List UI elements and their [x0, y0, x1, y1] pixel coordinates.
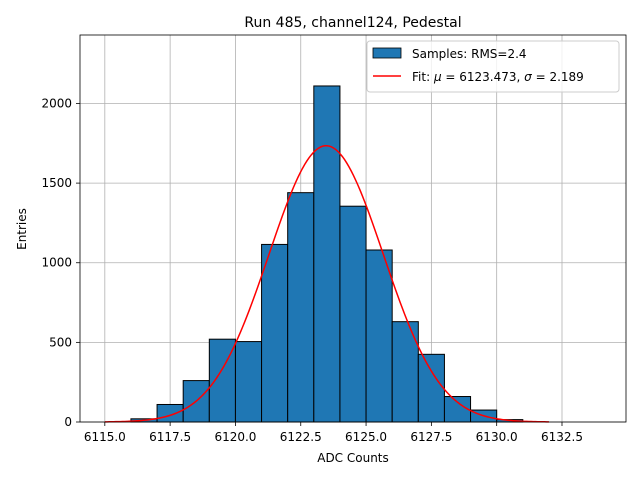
histogram-bar-8: [339, 205, 367, 423]
plot-area-frame: [79, 34, 627, 423]
x-tick-label-2: 6120.0: [214, 430, 256, 444]
legend-histogram-label: Samples: RMS=2.4: [412, 47, 527, 61]
axis-ticks: 6115.0 6117.5 6120.0 6122.5 6125.0 6127.5 6130…: [41, 96, 583, 444]
x-tick-label-0: 6115.0: [84, 430, 126, 444]
x-tick-label-3: 6122.5: [280, 430, 322, 444]
y-tick-label-4: 2000: [41, 96, 72, 110]
x-tick-label-6: 6130.0: [476, 430, 518, 444]
legend-histogram-swatch: [372, 47, 402, 59]
y-axis-label: Entries: [15, 208, 29, 250]
histogram-bar-1: [156, 403, 184, 423]
legend: Samples: RMS=2.4 Fit: μ = 6123.473, σ = …: [366, 40, 620, 93]
histogram-bar-7: [313, 85, 341, 423]
chart-title: Run 485, channel124, Pedestal: [244, 15, 461, 31]
x-axis-label: ADC Counts: [317, 451, 389, 465]
y-tick-label-3: 1500: [41, 176, 72, 190]
x-tick-label-7: 6132.5: [541, 430, 583, 444]
y-tick-label-0: 0: [64, 415, 72, 429]
histogram-bar-6: [287, 192, 315, 423]
y-tick-label-1: 500: [49, 335, 72, 349]
histogram-bar-5: [261, 243, 289, 423]
gaussian-fit-curve: [104, 144, 549, 423]
y-tick-label-2: 1000: [41, 256, 72, 270]
histogram-bar-11: [417, 353, 445, 423]
x-tick-label-1: 6117.5: [149, 430, 191, 444]
histogram-bars: [130, 85, 524, 423]
histogram-bar-4: [234, 341, 263, 423]
histogram-bar-9: [365, 249, 393, 423]
legend-box: [366, 40, 620, 93]
legend-fit-label: Fit: μ = 6123.473, σ = 2.189: [412, 70, 584, 84]
x-tick-label-5: 6127.5: [410, 430, 452, 444]
x-tick-label-4: 6125.0: [345, 430, 387, 444]
